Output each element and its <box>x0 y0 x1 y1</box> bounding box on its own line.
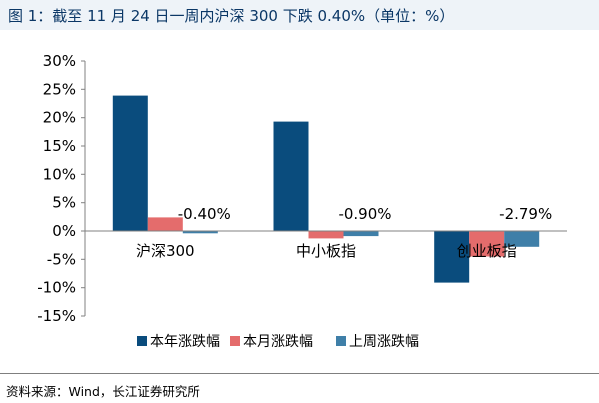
bar-2-3 <box>343 231 379 237</box>
legend-swatch-2 <box>230 336 240 346</box>
chart-title-text: 图 1：截至 11 月 24 日一周内沪深 300 下跌 0.40%（单位：%） <box>8 7 455 25</box>
y-tick-label-6: 5% <box>52 194 76 212</box>
legend: 本年涨跌幅 本月涨跌幅 上周涨跌幅 <box>137 334 419 350</box>
footer-divider <box>0 373 599 374</box>
chart-title: 图 1：截至 11 月 24 日一周内沪深 300 下跌 0.40%（单位：%） <box>0 0 599 30</box>
data-label-3: -2.79% <box>499 205 552 223</box>
bar-1-2 <box>147 217 183 231</box>
bar-1-1 <box>112 95 148 231</box>
legend-swatch-1 <box>137 336 147 346</box>
labels-layer: 沪深300 -0.40% 中小板指 -0.90% 创业板指 -2.79% <box>136 205 552 260</box>
bar-2-2 <box>308 231 344 239</box>
source-note: 资料来源：Wind，长江证券研究所 <box>6 384 200 399</box>
category-label-3: 创业板指 <box>457 242 517 260</box>
y-tick-label-2: 25% <box>43 80 76 98</box>
y-tick-label-1: 30% <box>43 52 76 70</box>
bar-3-2 <box>469 231 505 257</box>
category-label-1: 沪深300 <box>136 242 195 260</box>
bar-chart: 30% 25% 20% 15% 10% 5% 0% -5% -10% -15% 沪深300 -0.4… <box>37 52 567 350</box>
legend-swatch-3 <box>336 336 346 346</box>
bar-2-1 <box>273 121 309 231</box>
y-tick-label-5: 10% <box>43 165 76 183</box>
y-tick-label-9: -10% <box>37 279 76 297</box>
legend-label-3: 上周涨跌幅 <box>349 334 419 350</box>
axes-layer: 30% 25% 20% 15% 10% 5% 0% -5% -10% -15% <box>37 52 567 325</box>
legend-label-1: 本年涨跌幅 <box>150 334 220 350</box>
bar-3-3 <box>504 231 540 247</box>
data-label-1: -0.40% <box>178 205 231 223</box>
y-tick-label-7: 0% <box>52 222 76 240</box>
category-label-2: 中小板指 <box>296 242 356 260</box>
legend-label-2: 本月涨跌幅 <box>243 334 313 350</box>
y-tick-label-4: 15% <box>43 137 76 155</box>
y-tick-label-8: -5% <box>47 250 76 268</box>
bar-3-1 <box>434 231 470 283</box>
y-tick-label-3: 20% <box>43 109 76 127</box>
data-label-2: -0.90% <box>338 205 391 223</box>
bars-layer <box>112 95 540 283</box>
y-tick-label-10: -15% <box>37 307 76 325</box>
bar-1-3 <box>182 231 218 234</box>
